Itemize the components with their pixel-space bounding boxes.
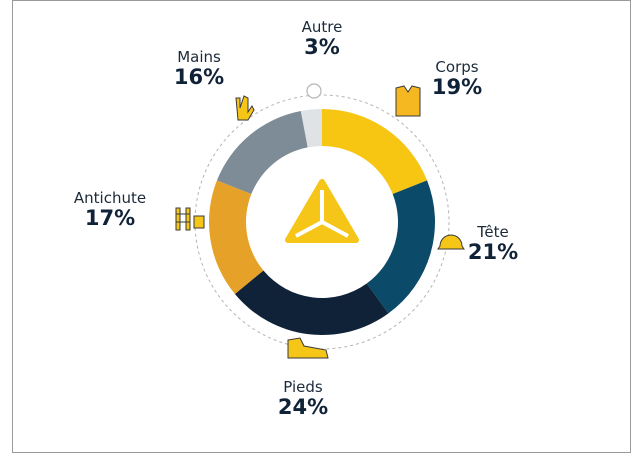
icon-harness xyxy=(175,207,205,231)
center-logo xyxy=(285,179,359,243)
value-label: 16% xyxy=(174,65,224,89)
slice xyxy=(300,109,322,148)
icon-helmet xyxy=(437,234,465,250)
slice xyxy=(366,180,435,314)
icon-boot xyxy=(287,337,329,359)
donut xyxy=(209,109,435,335)
logo-lines xyxy=(295,190,349,238)
icon-vest xyxy=(395,85,421,117)
category-label: Mains xyxy=(177,48,221,66)
value-label: 24% xyxy=(278,395,328,419)
value-label: 19% xyxy=(432,75,482,99)
category-label: Corps xyxy=(435,58,478,76)
icon-glove xyxy=(235,95,255,121)
slice xyxy=(322,109,428,195)
value-label: 17% xyxy=(85,206,135,230)
slice xyxy=(216,111,308,195)
slice xyxy=(209,180,264,295)
category-label: Antichute xyxy=(74,189,146,207)
category-label: Pieds xyxy=(283,378,323,396)
value-label: 21% xyxy=(468,240,518,264)
slice xyxy=(234,270,389,335)
ring-marker xyxy=(306,83,322,99)
category-label: Tête xyxy=(476,223,508,241)
category-label: Autre xyxy=(302,18,343,36)
value-label: 3% xyxy=(304,35,340,59)
